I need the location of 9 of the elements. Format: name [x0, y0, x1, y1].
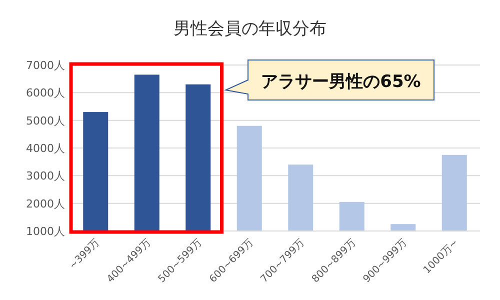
y-tick-label: 6000人	[26, 86, 65, 100]
y-tick-label: 4000人	[26, 142, 65, 155]
y-tick-label: 7000人	[26, 59, 65, 72]
chart-title: 男性会員の年収分布	[174, 19, 326, 39]
y-tick-label: 5000人	[26, 114, 65, 128]
y-tick-label: 1000人	[26, 225, 65, 238]
y-tick-label: 2000人	[26, 197, 65, 210]
y-tick-label: 3000人	[26, 170, 65, 183]
annotation: アラサー男性の65%	[261, 72, 421, 92]
